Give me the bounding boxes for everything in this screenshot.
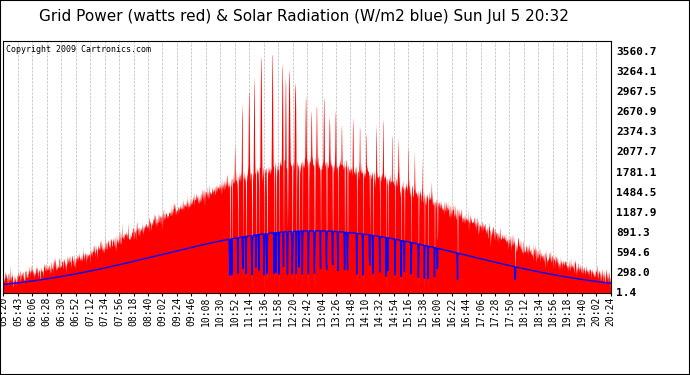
Text: Grid Power (watts red) & Solar Radiation (W/m2 blue) Sun Jul 5 20:32: Grid Power (watts red) & Solar Radiation… xyxy=(39,9,569,24)
Text: Copyright 2009 Cartronics.com: Copyright 2009 Cartronics.com xyxy=(6,45,152,54)
